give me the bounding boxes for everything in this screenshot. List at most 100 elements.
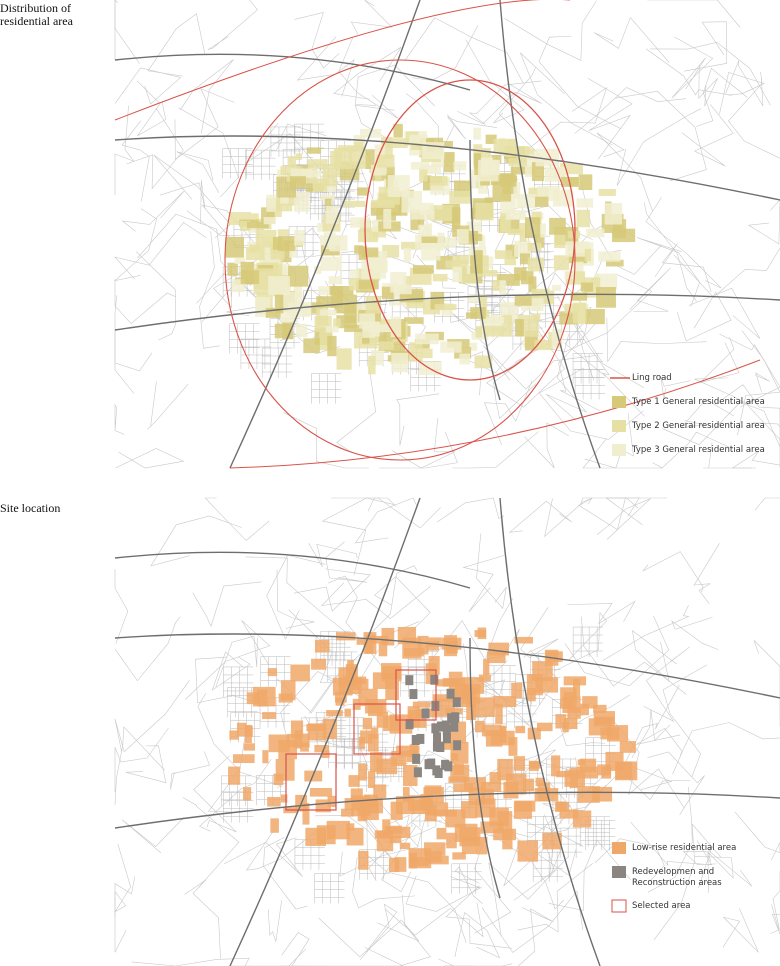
residential-patch	[225, 236, 244, 258]
legend-swatch	[612, 396, 626, 408]
residential-patch	[394, 857, 407, 872]
selected-area	[353, 703, 401, 755]
residential-patch	[483, 317, 505, 324]
legend-label: Redevelopmen and Reconstruction areas	[632, 867, 722, 888]
minor-road	[114, 616, 181, 682]
minor-road	[643, 202, 697, 302]
residential-patch	[473, 153, 481, 169]
residential-patch	[333, 148, 353, 170]
residential-patch	[295, 153, 303, 160]
minor-road	[606, 317, 707, 363]
residential-patch	[356, 637, 365, 645]
residential-patch	[373, 226, 387, 238]
minor-road	[677, 291, 732, 342]
legend-swatch	[612, 420, 626, 432]
residential-patch	[306, 147, 322, 154]
residential-patch	[363, 794, 378, 808]
residential-patch	[594, 716, 615, 724]
residential-patch	[294, 191, 310, 212]
minor-road	[283, 412, 369, 469]
residential-patch	[407, 795, 431, 811]
residential-patch	[449, 191, 471, 204]
residential-patch	[267, 668, 277, 677]
residential-patch	[481, 788, 494, 805]
residential-patch	[352, 161, 366, 169]
residential-patch	[409, 857, 429, 867]
minor-road	[698, 845, 753, 889]
residential-patch	[459, 827, 481, 847]
minor-road	[267, 900, 283, 942]
minor-road	[338, 36, 399, 120]
residential-patch	[430, 205, 454, 221]
minor-road	[642, 551, 704, 593]
residential-patch	[470, 255, 483, 274]
minor-road	[491, 803, 572, 838]
residential-patch	[307, 723, 327, 741]
residential-patch	[270, 818, 279, 833]
redevelopment-patch	[450, 721, 459, 732]
residential-patch	[314, 745, 330, 753]
minor-road	[488, 857, 569, 936]
map-panel	[114, 497, 780, 966]
residential-patch	[494, 250, 513, 259]
minor-road	[176, 151, 220, 193]
redevelopment-patch	[434, 767, 443, 778]
minor-road	[136, 80, 167, 137]
residential-patch	[257, 689, 268, 707]
residential-patch	[370, 199, 395, 208]
residential-patch	[577, 759, 586, 766]
residential-patch	[236, 722, 247, 737]
residential-patch	[326, 186, 336, 193]
residential-patch	[243, 743, 256, 751]
residential-patch	[275, 758, 295, 781]
minor-road	[228, 948, 306, 966]
residential-patch	[429, 176, 448, 186]
residential-patch	[262, 712, 276, 720]
residential-patch	[441, 637, 462, 650]
residential-patch	[367, 734, 379, 752]
residential-patch	[410, 143, 427, 150]
minor-road	[263, 836, 308, 910]
residential-patch	[320, 256, 342, 271]
residential-patch	[399, 842, 411, 850]
residential-patch	[358, 229, 378, 243]
residential-patch	[586, 228, 605, 238]
redevelopment-patch	[432, 741, 441, 752]
major-road	[114, 53, 471, 91]
minor-road	[114, 67, 182, 105]
minor-road	[650, 41, 771, 106]
residential-patch	[365, 699, 387, 714]
residential-patch	[480, 296, 488, 315]
residential-patch	[259, 254, 281, 266]
minor-road	[121, 190, 185, 232]
residential-patch	[559, 809, 579, 819]
residential-patch	[287, 302, 302, 313]
residential-patch	[263, 217, 276, 225]
residential-patch	[499, 280, 507, 296]
residential-patch	[500, 215, 512, 232]
minor-road	[182, 797, 240, 888]
residential-patch	[390, 801, 403, 820]
residential-patch	[277, 229, 289, 236]
minor-road	[596, 132, 653, 211]
residential-patch	[354, 245, 363, 254]
redevelopment-patch	[451, 712, 460, 723]
residential-patch	[362, 717, 373, 730]
residential-patch	[350, 788, 363, 801]
residential-patch	[341, 808, 354, 817]
residential-patch	[564, 303, 580, 314]
minor-road	[538, 35, 622, 130]
minor-road	[546, 334, 587, 421]
minor-road	[405, 875, 482, 912]
residential-patch	[442, 678, 466, 687]
residential-patch	[390, 316, 402, 338]
major-road	[229, 497, 421, 966]
minor-road	[662, 664, 707, 777]
residential-patch	[234, 257, 245, 265]
residential-patch	[448, 776, 467, 783]
minor-road	[722, 907, 759, 953]
minor-road	[770, 871, 780, 935]
minor-road	[125, 745, 167, 784]
minor-road	[207, 0, 258, 51]
minor-road	[680, 399, 735, 429]
